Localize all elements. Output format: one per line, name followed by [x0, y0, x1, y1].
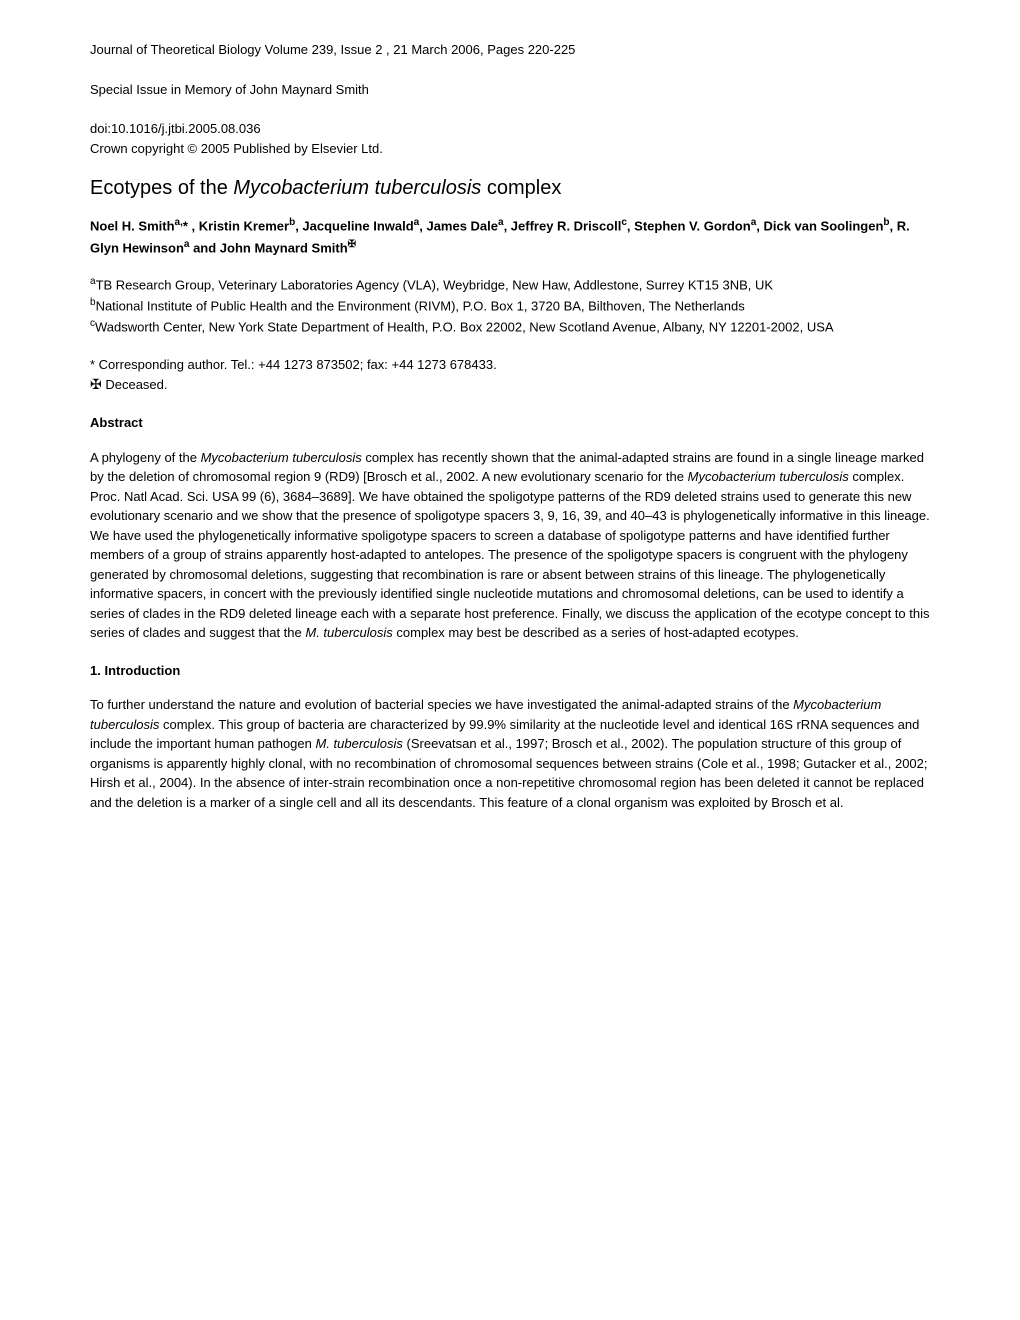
- abstract-italic: Mycobacterium tuberculosis: [688, 469, 849, 484]
- article-title: Ecotypes of the Mycobacterium tuberculos…: [90, 173, 930, 203]
- copyright: Crown copyright © 2005 Published by Else…: [90, 139, 930, 159]
- author-name: , James Dale: [419, 218, 498, 233]
- abstract-text: complex. Proc. Natl Acad. Sci. USA 99 (6…: [90, 469, 930, 640]
- affiliation-text: National Institute of Public Health and …: [96, 298, 745, 313]
- affiliations-block: aTB Research Group, Veterinary Laborator…: [90, 274, 930, 336]
- author-name: , Dick van Soolingen: [756, 218, 883, 233]
- author-name: , Jeffrey R. Driscoll: [504, 218, 622, 233]
- introduction-paragraph: To further understand the nature and evo…: [90, 695, 930, 812]
- abstract-paragraph: A phylogeny of the Mycobacterium tubercu…: [90, 448, 930, 643]
- special-issue: Special Issue in Memory of John Maynard …: [90, 80, 930, 100]
- author-name: and John Maynard Smith: [189, 240, 347, 255]
- affiliation-a: aTB Research Group, Veterinary Laborator…: [90, 274, 930, 295]
- abstract-italic: Mycobacterium tuberculosis: [201, 450, 362, 465]
- authors-block: Noel H. Smitha,* , Kristin Kremerb, Jacq…: [90, 215, 930, 259]
- author-name: , Stephen V. Gordon: [627, 218, 751, 233]
- corresponding-author: * Corresponding author. Tel.: +44 1273 8…: [90, 355, 930, 375]
- dagger-icon: ✠: [90, 376, 102, 392]
- affiliation-b: bNational Institute of Public Health and…: [90, 295, 930, 316]
- author-name: Noel H. Smith: [90, 218, 175, 233]
- title-italic: Mycobacterium tuberculosis: [233, 177, 481, 199]
- title-prefix: Ecotypes of the: [90, 177, 233, 199]
- author-star: *: [183, 218, 192, 233]
- deceased-note: ✠ Deceased.: [90, 374, 930, 395]
- abstract-text: A phylogeny of the: [90, 450, 201, 465]
- doi: doi:10.1016/j.jtbi.2005.08.036: [90, 119, 930, 139]
- dagger-icon: ✠: [348, 239, 356, 250]
- abstract-text: complex may best be described as a serie…: [393, 625, 799, 640]
- abstract-heading: Abstract: [90, 413, 930, 433]
- intro-text: To further understand the nature and evo…: [90, 697, 793, 712]
- title-suffix: complex: [481, 177, 561, 199]
- affiliation-text: Wadsworth Center, New York State Departm…: [95, 319, 834, 334]
- author-name: , Kristin Kremer: [192, 218, 290, 233]
- affiliation-c: cWadsworth Center, New York State Depart…: [90, 316, 930, 337]
- deceased-text: Deceased.: [102, 377, 168, 392]
- affiliation-text: TB Research Group, Veterinary Laboratori…: [96, 278, 774, 293]
- author-name: , Jacqueline Inwald: [295, 218, 413, 233]
- intro-italic: M. tuberculosis: [316, 736, 403, 751]
- abstract-italic: M. tuberculosis: [305, 625, 392, 640]
- introduction-heading: 1. Introduction: [90, 661, 930, 681]
- journal-info: Journal of Theoretical Biology Volume 23…: [90, 40, 930, 60]
- author-sup: a,: [175, 217, 183, 228]
